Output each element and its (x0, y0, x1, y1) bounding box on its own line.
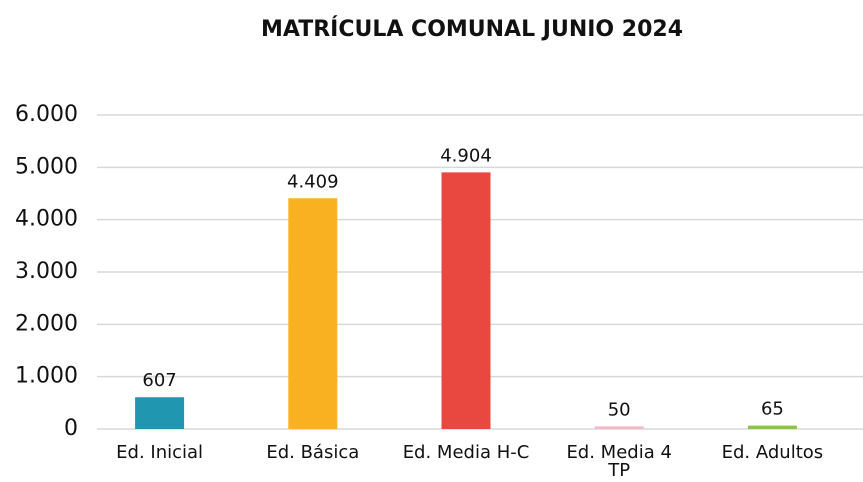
data-label: 607 (142, 370, 176, 391)
bar (288, 198, 338, 429)
y-tick-label: 3.000 (15, 259, 78, 284)
bar (747, 425, 797, 429)
x-tick-label: Ed. Adultos (721, 442, 824, 463)
y-tick-label: 6.000 (15, 102, 78, 127)
y-tick-label: 4.000 (15, 207, 78, 232)
bar (594, 426, 644, 429)
x-tick-label: Ed. Básica (266, 442, 360, 463)
x-tick-label: Ed. Media H-C (402, 442, 530, 463)
y-tick-label: 1.000 (15, 364, 78, 389)
y-tick-label: 2.000 (15, 311, 78, 336)
data-label: 65 (761, 399, 784, 420)
data-label: 50 (608, 399, 631, 420)
x-tick-label: Ed. Media 4 TP (566, 442, 672, 481)
data-label: 4.409 (287, 171, 339, 192)
bar (135, 397, 185, 429)
y-tick-label: 0 (64, 416, 78, 441)
bar (441, 172, 491, 429)
x-tick-label: Ed. Inicial (116, 442, 204, 463)
y-tick-label: 5.000 (15, 154, 78, 179)
data-label: 4.904 (440, 145, 492, 166)
chart-title: MATRÍCULA COMUNAL JUNIO 2024 (261, 16, 683, 42)
